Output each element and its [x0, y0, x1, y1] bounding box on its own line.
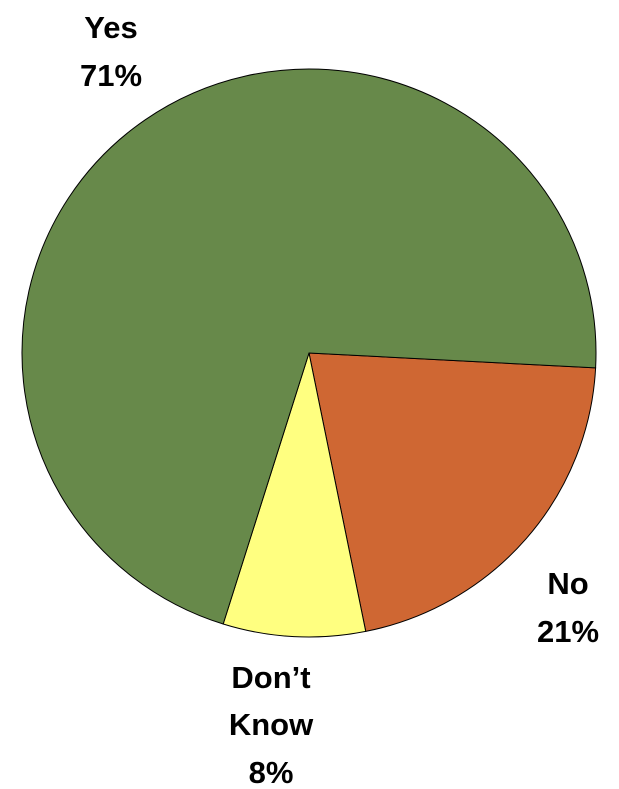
slice-dont-know [222, 351, 367, 638]
slice-label-no: No [547, 566, 588, 601]
slice-label-yes: Yes [84, 10, 137, 45]
slice-label-dont-know-line1: Don’t [231, 660, 310, 695]
slice-value-no: 21% [537, 614, 599, 649]
slice-no [308, 352, 597, 632]
slice-value-yes: 71% [80, 58, 142, 93]
slice-label-dont-know-line2: Know [229, 707, 314, 742]
slice-yes [21, 68, 597, 625]
slice-value-dont-know: 8% [249, 755, 294, 789]
pie-slices [21, 68, 597, 638]
